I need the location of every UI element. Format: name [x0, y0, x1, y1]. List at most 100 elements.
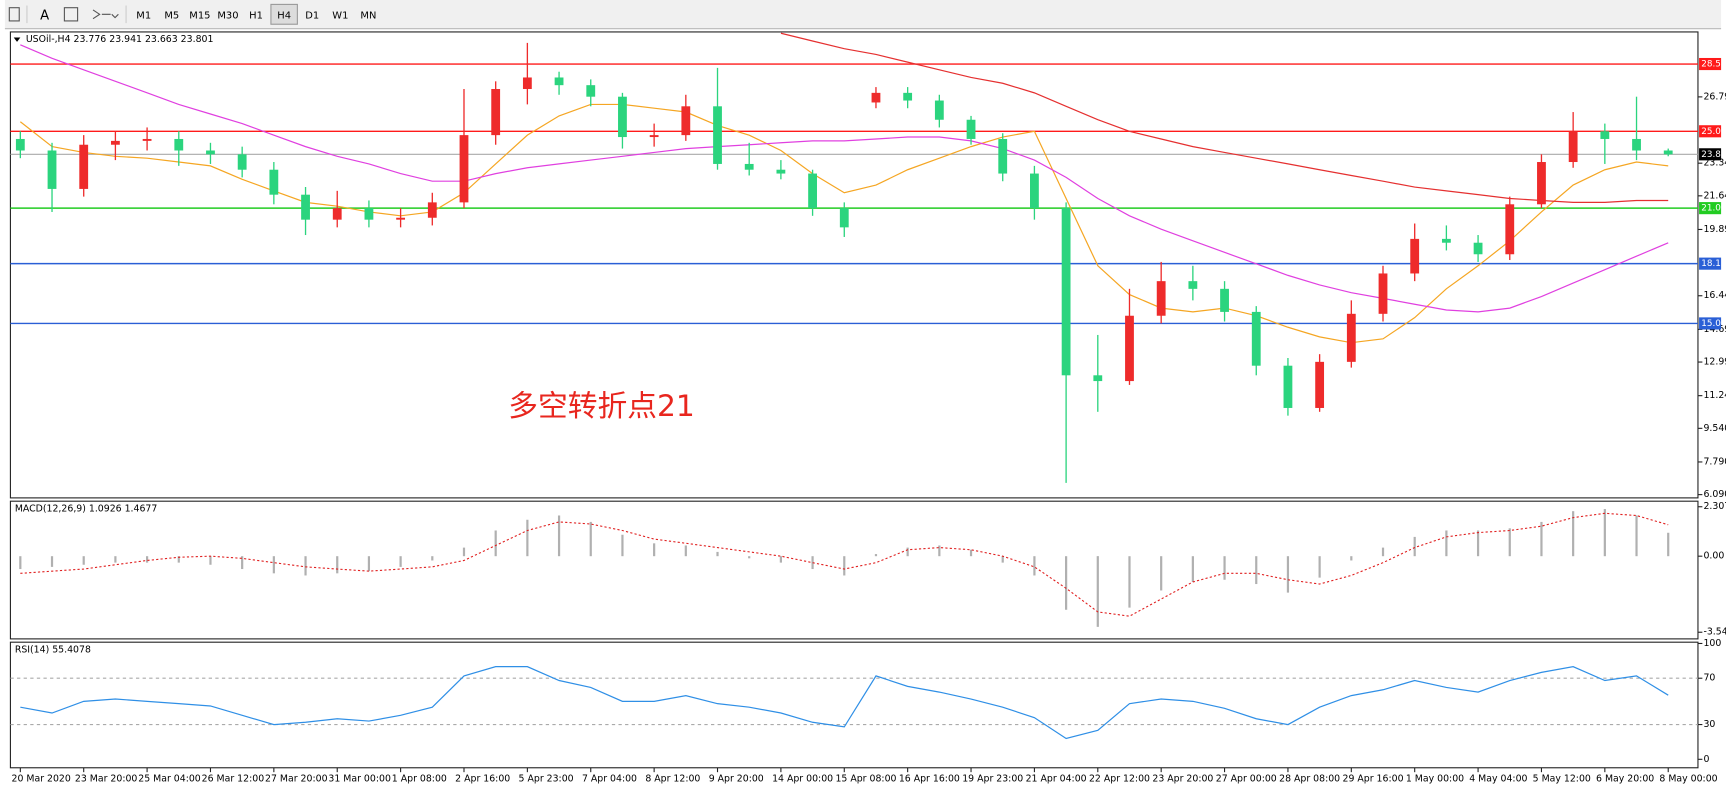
- x-tick-label: 26 Mar 12:00: [202, 773, 265, 784]
- timeframe-button[interactable]: H4: [277, 10, 291, 21]
- level-label-box: [1699, 317, 1722, 330]
- candle-body: [1410, 238, 1420, 274]
- timeframe-button[interactable]: D1: [305, 10, 319, 21]
- panel-title: MACD(12,26,9) 1.0926 1.4677: [15, 503, 158, 514]
- candle-body: [1473, 242, 1483, 255]
- timeframe-button[interactable]: M1: [136, 10, 151, 21]
- candle-body: [998, 138, 1008, 174]
- font-button[interactable]: A: [40, 8, 49, 23]
- y-tick-label: 30: [1703, 719, 1715, 730]
- candle-body: [1283, 365, 1293, 408]
- timeframe-button[interactable]: M5: [164, 10, 179, 21]
- candle-body: [808, 173, 817, 209]
- x-tick-label: 1 May 00:00: [1406, 773, 1464, 784]
- y-tick-label: -3.5484: [1703, 627, 1726, 638]
- y-tick-label: 70: [1703, 673, 1715, 684]
- arrows-icon[interactable]: [92, 9, 111, 20]
- candle-body: [1188, 281, 1198, 289]
- candle-body: [1378, 273, 1388, 314]
- y-tick-label: 16.440: [1703, 290, 1726, 301]
- y-tick-label: 12.990: [1703, 357, 1726, 368]
- timeframe-button[interactable]: MN: [360, 10, 376, 21]
- x-tick-label: 5 May 12:00: [1533, 773, 1591, 784]
- x-tick-label: 22 Apr 12:00: [1089, 773, 1150, 784]
- x-tick-label: 28 Apr 08:00: [1279, 773, 1340, 784]
- y-tick-label: 0.00: [1703, 551, 1724, 562]
- moving-average: [19, 103, 1669, 344]
- y-tick-label: 9.540: [1703, 423, 1726, 434]
- candle-body: [934, 100, 944, 120]
- y-tick-label: 6.090: [1703, 489, 1726, 500]
- x-tick-label: 1 Apr 08:00: [392, 773, 447, 784]
- candle-body: [269, 169, 279, 195]
- level-label: 25.000: [1701, 127, 1726, 137]
- candle-body: [618, 96, 627, 138]
- x-tick-label: 19 Apr 23:00: [962, 773, 1023, 784]
- candle-body: [1663, 150, 1673, 155]
- candle-body: [1537, 162, 1546, 205]
- level-label: 21.000: [1701, 204, 1726, 214]
- candle-body: [1156, 281, 1166, 316]
- candle-body: [554, 77, 564, 86]
- candle-body: [776, 169, 786, 174]
- moving-average: [20, 44, 1669, 313]
- level-label-box: [1699, 125, 1722, 138]
- y-tick-label: 100: [1703, 638, 1721, 649]
- active-timeframe[interactable]: [270, 3, 298, 25]
- level-label: 28.500: [1701, 60, 1726, 70]
- text-label-icon[interactable]: [63, 7, 79, 22]
- x-tick-label: 23 Apr 20:00: [1152, 773, 1213, 784]
- candle-body: [1600, 131, 1610, 139]
- y-tick-label: 26.790: [1703, 91, 1726, 102]
- candle-body: [586, 85, 596, 97]
- y-tick-label: 19.890: [1703, 224, 1726, 235]
- collapse-arrow[interactable]: [13, 37, 21, 42]
- candle-body: [206, 150, 215, 155]
- candle-body: [491, 89, 501, 136]
- x-tick-label: 4 May 04:00: [1469, 773, 1527, 784]
- x-tick-label: 20 Mar 2020: [12, 773, 71, 784]
- timeframe-button[interactable]: M15: [189, 10, 210, 21]
- candle-body: [871, 92, 881, 103]
- x-tick-label: 15 Apr 08:00: [835, 773, 896, 784]
- panel-frame: [9, 641, 1699, 769]
- x-tick-label: 25 Mar 04:00: [138, 773, 201, 784]
- cursor-icon[interactable]: [8, 7, 20, 22]
- last-price-label: 23.801: [1701, 150, 1726, 160]
- candle-body: [1220, 288, 1229, 312]
- candle-body: [713, 106, 722, 164]
- candle-body: [522, 77, 532, 90]
- x-tick-label: 2 Apr 16:00: [455, 773, 510, 784]
- candle-body: [1441, 238, 1451, 243]
- x-tick-label: 23 Mar 20:00: [75, 773, 138, 784]
- x-tick-label: 27 Apr 00:00: [1216, 773, 1277, 784]
- last-price-box: [1699, 148, 1722, 161]
- candle-body: [1030, 173, 1039, 209]
- timeframe-button[interactable]: W1: [332, 10, 348, 21]
- x-tick-label: 16 Apr 16:00: [899, 773, 960, 784]
- panel-frame: [9, 31, 1699, 499]
- candle-body: [1251, 311, 1261, 366]
- y-tick-label: 0: [1703, 754, 1709, 765]
- x-tick-label: 7 Apr 04:00: [582, 773, 637, 784]
- timeframe-button[interactable]: M30: [217, 10, 238, 21]
- candle-body: [903, 92, 913, 101]
- x-tick-label: 6 May 20:00: [1596, 773, 1654, 784]
- x-tick-label: 21 Apr 04:00: [1026, 773, 1087, 784]
- dropdown-icon[interactable]: [111, 13, 119, 19]
- candle-body: [396, 217, 406, 220]
- timeframe-button[interactable]: H1: [249, 10, 263, 21]
- candle-body: [364, 208, 374, 220]
- panel-title: RSI(14) 55.4078: [15, 644, 91, 655]
- candle-body: [459, 135, 469, 203]
- candle-body: [332, 208, 342, 220]
- candle-body: [1505, 204, 1515, 255]
- annotation: 多空转折点21: [508, 389, 695, 424]
- x-tick-label: 29 Apr 16:00: [1343, 773, 1404, 784]
- candle-body: [1346, 313, 1356, 362]
- candle-body: [839, 208, 849, 228]
- level-label-box: [1699, 202, 1722, 215]
- candle-body: [649, 135, 659, 138]
